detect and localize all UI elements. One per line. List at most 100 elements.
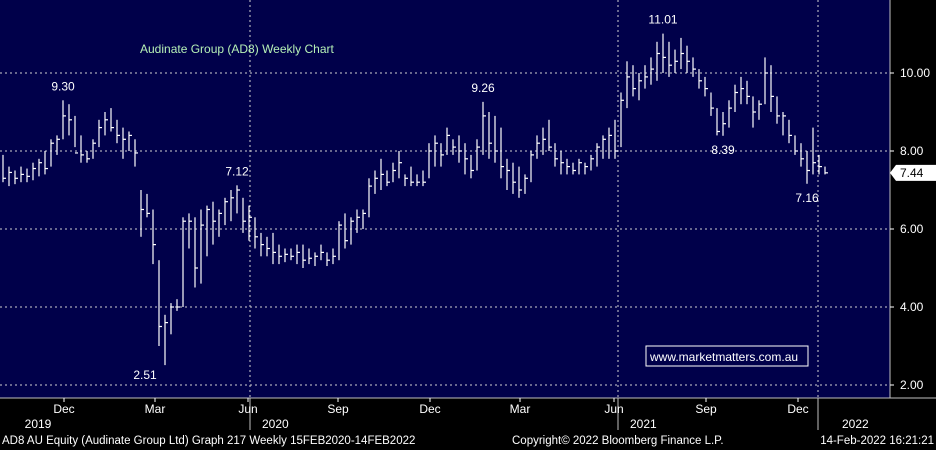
ohlc-bar [176,299,180,311]
ohlc-bar [578,158,582,175]
ohlc-bar [548,119,552,151]
last-price-marker [890,164,936,181]
ohlc-bar [434,135,438,167]
ohlc-bar [152,209,156,265]
ohlc-bar [620,92,624,148]
ohlc-bar [734,84,738,112]
y-tick-label: 6.00 [900,222,924,236]
watermark-box [645,345,809,367]
ohlc-bar [542,127,546,155]
ohlc-bar [314,252,318,267]
ohlc-bar [584,162,588,175]
price-bars-layer [2,33,828,366]
ohlc-bar [332,248,336,265]
x-tick-label-month: Sep [327,402,349,416]
ohlc-bar [758,100,762,120]
ohlc-bar [146,193,150,218]
ohlc-bar [326,252,330,267]
x-tick-label-month: Dec [53,402,74,416]
ohlc-bar [128,131,132,151]
footer-security-info: AD8 AU Equity (Audinate Group Ltd) Graph… [2,435,415,447]
y-tick-label: 4.00 [900,300,924,314]
ohlc-bar [698,69,702,89]
ohlc-bar [242,197,246,233]
ohlc-bar [182,217,186,307]
y-tick-label: 2.00 [900,378,924,392]
ohlc-bar [194,217,198,288]
y-tick-label: 10.00 [900,66,930,80]
ohlc-bar [20,166,24,183]
ohlc-bar [92,139,96,159]
ohlc-bar [218,209,222,237]
ohlc-bar [674,49,678,73]
ohlc-bar [116,119,120,144]
ohlc-bar [476,139,480,171]
ohlc-bar [338,221,342,261]
ohlc-bar [74,115,78,154]
ohlc-bar [206,205,210,257]
ohlc-bar [104,112,108,136]
ohlc-bar [302,244,306,268]
price-annotation: 7.12 [225,164,249,178]
ohlc-bar [296,244,300,265]
footer-timestamp: 14-Feb-2022 16:21:21 [820,435,934,447]
price-annotation: 7.16 [795,191,819,205]
ohlc-bar [668,41,672,77]
ohlc-bar [494,115,498,163]
labels-layer: 2.00 4.00 6.00 8.00 10.00 Dec Mar Jun Sep Dec Mar J… [25,13,936,431]
ohlc-bar [650,57,654,85]
ohlc-bar [512,162,516,194]
ohlc-bar [236,185,240,214]
ohlc-bar [566,158,570,175]
ohlc-bar [44,151,48,175]
ohlc-bar [728,100,732,128]
ohlc-bar [710,92,714,116]
ohlc-bar [386,170,390,187]
grid-layer [0,0,890,398]
ohlc-bar [500,127,504,179]
ohlc-bar [158,260,162,346]
ohlc-bar [86,151,90,163]
ohlc-bar [800,143,804,167]
ohlc-bar [362,209,366,229]
ohlc-bar [812,127,816,175]
ohlc-bar [98,119,102,148]
ohlc-bar [224,197,228,226]
ohlc-bar [440,143,444,167]
ohlc-bar [740,76,744,105]
ohlc-bar [458,135,462,163]
ohlc-bar [164,314,168,366]
ohlc-bar [278,244,282,265]
ohlc-bar [266,236,270,257]
ohlc-bar [824,166,828,175]
x-tick-label-month: Dec [419,402,440,416]
ohlc-bar [368,178,372,218]
price-annotation: 8.39 [711,143,735,157]
ohlc-bar [410,166,414,187]
ohlc-bar [470,154,474,179]
ohlc-bar [560,151,564,175]
ohlc-bar [2,154,6,183]
ohlc-bar [320,244,324,261]
ohlc-bar [776,96,780,124]
ohlc-bar [590,154,594,171]
ohlc-bar [134,139,138,167]
ohlc-bar [596,143,600,167]
x-tick-label-year: 2022 [842,417,869,431]
ohlc-bar [38,158,42,177]
ohlc-bar [68,104,72,136]
ohlc-bar [818,154,822,175]
x-tick-label-year: 2019 [25,417,52,431]
ohlc-bar [416,174,420,187]
ohlc-bar [656,41,660,81]
x-tick-label-month: Jun [604,402,623,416]
ohlc-bar [782,112,786,136]
ohlc-bar [638,73,642,101]
ohlc-bar [212,201,216,245]
ohlc-bar [632,65,636,97]
price-annotation: 2.51 [133,368,157,382]
watermark-text: www.marketmatters.com.au [649,350,798,364]
price-annotation: 11.01 [648,13,677,27]
